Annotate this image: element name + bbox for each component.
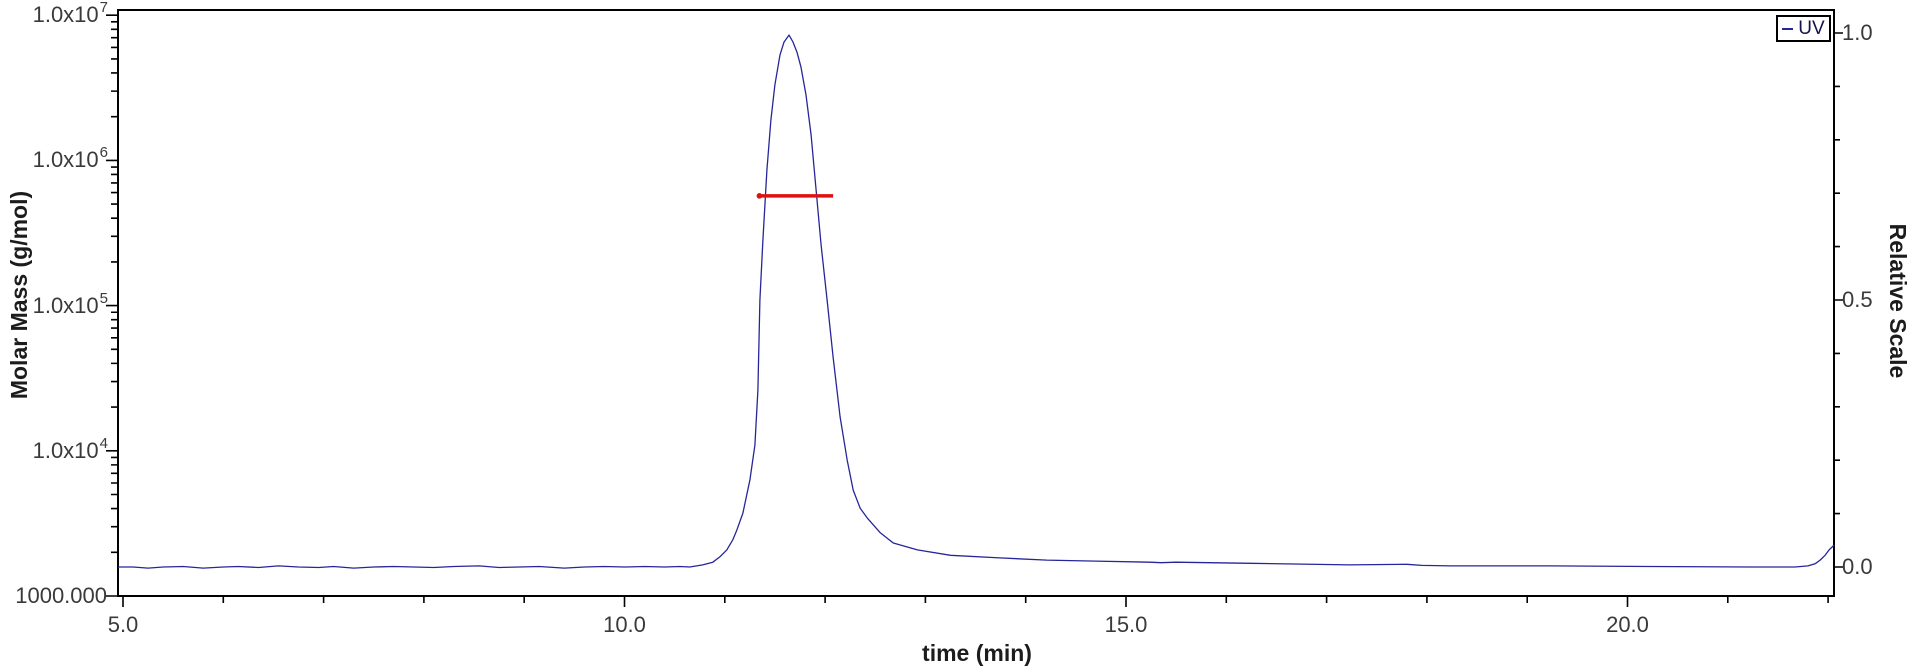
y-right-ticks: [1834, 32, 1843, 568]
uv-series-dash-icon: [1782, 27, 1794, 30]
right-axis-title: Relative Scale: [1885, 223, 1911, 379]
uv-series-label: UV: [1798, 18, 1825, 39]
y-left-tick-label: 1.0x104: [0, 434, 108, 466]
x-axis-title: time (min): [922, 640, 1032, 666]
y-right-tick-label: 1.0: [1842, 20, 1873, 45]
y-left-tick-label: 1.0x105: [0, 289, 108, 321]
legend: UV: [1776, 15, 1831, 42]
x-axis-ticks: [122, 596, 1829, 607]
y-left-tick-exponent: 4: [99, 434, 108, 452]
x-axis-tick-label: 10.0: [603, 612, 646, 637]
x-axis-tick-label: 5.0: [107, 612, 139, 637]
x-axis-tick-label: 20.0: [1606, 612, 1649, 637]
y-left-tick-base: 1000.000: [15, 583, 107, 608]
y-left-tick-label: 1000.000: [0, 581, 108, 611]
y-left-tick-exponent: 7: [99, 0, 108, 17]
y-right-tick-label: 0.5: [1842, 287, 1873, 312]
left-axis-title: Molar Mass (g/mol): [6, 190, 32, 400]
y-right-tick-label: 0.0: [1842, 554, 1873, 579]
uv-trace: [118, 34, 1835, 569]
y-left-tick-label: 1.0x107: [0, 0, 108, 30]
y-left-tick-base: 1.0x10: [32, 2, 99, 28]
y-left-tick-exponent: 6: [99, 144, 108, 162]
y-left-tick-exponent: 5: [99, 289, 108, 307]
y-left-tick-base: 1.0x10: [32, 147, 99, 173]
y-left-ticks: [106, 14, 118, 597]
y-left-tick-base: 1.0x10: [32, 437, 99, 463]
plot-border: [117, 9, 1835, 597]
x-axis-tick-label: 15.0: [1104, 612, 1148, 637]
molar-mass-line-endcap: [756, 193, 763, 199]
y-left-tick-base: 1.0x10: [32, 292, 99, 318]
y-left-tick-label: 1.0x106: [0, 144, 108, 175]
